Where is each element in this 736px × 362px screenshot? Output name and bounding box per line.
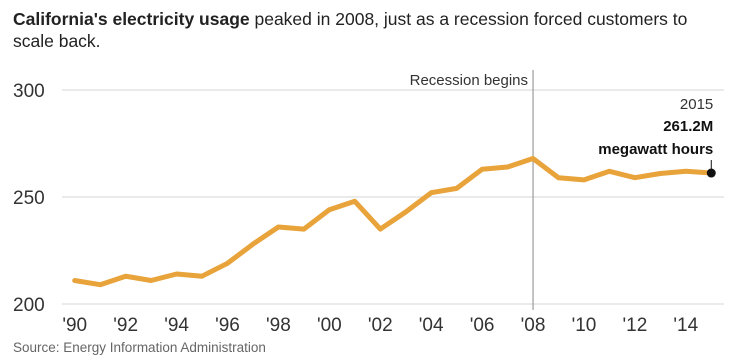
x-tick-label-2008: '08 [521,315,546,336]
gridlines [62,89,724,305]
x-tick-label-2004: '04 [419,315,444,336]
x-tick-label-1996: '96 [215,315,240,336]
endpoint-year-label: 2015 [680,96,713,113]
x-tick-label-2002: '02 [368,315,393,336]
endpoint-unit-label: megawatt hours [598,141,713,158]
x-tick-label-2000: '00 [317,315,342,336]
y-axis-ticks: 200 250 300 [13,81,45,316]
x-tick-label-2006: '06 [470,315,495,336]
chart-title: California's electricity usage peaked in… [13,8,728,52]
endpoint-marker [706,168,716,178]
y-tick-label-300: 300 [13,81,45,102]
y-tick-label-200: 200 [13,295,45,316]
x-tick-label-2014: '14 [673,315,698,336]
chart-title-rest: peaked in 2008, just as a recession forc… [13,9,688,51]
recession-label: Recession begins [410,72,528,89]
endpoint-value-label: 261.2M [663,118,713,135]
source-note: Source: Energy Information Administratio… [13,340,266,355]
series-line-electricity-usage [72,156,714,288]
x-tick-label-1994: '94 [164,315,189,336]
x-tick-label-2012: '12 [623,315,648,336]
x-tick-label-2010: '10 [572,315,597,336]
x-tick-label-1990: '90 [62,315,87,336]
x-axis-ticks: '90 '92 '94 '96 '98 '00 '02 '04 '06 '08 '10 '12 '14 [62,315,698,336]
x-tick-label-1992: '92 [113,315,138,336]
y-tick-label-250: 250 [13,188,45,209]
chart-title-bold: California's electricity usage [13,9,250,29]
x-tick-label-1998: '98 [266,315,291,336]
